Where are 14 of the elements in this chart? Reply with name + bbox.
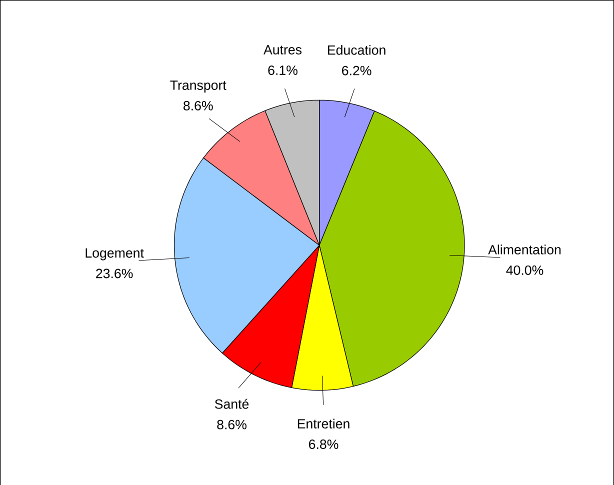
data-label: 6.8% — [308, 439, 338, 449]
slice-label: Autres — [264, 44, 302, 54]
data-label: 6.2% — [342, 66, 372, 76]
slice-label: Alimentation — [488, 244, 561, 254]
data-label: 23.6% — [96, 268, 133, 278]
data-label: 8.6% — [217, 420, 246, 430]
slice-label: Entretien — [298, 418, 350, 428]
data-label: 6.1% — [268, 65, 298, 75]
slice-label: Logement — [86, 248, 144, 260]
slice-label: Transport — [170, 80, 226, 92]
slice-label: Santé — [214, 398, 249, 409]
data-label: 40.0% — [506, 265, 544, 275]
data-label: 8.6% — [184, 100, 213, 110]
slice-label: Education — [328, 44, 386, 55]
